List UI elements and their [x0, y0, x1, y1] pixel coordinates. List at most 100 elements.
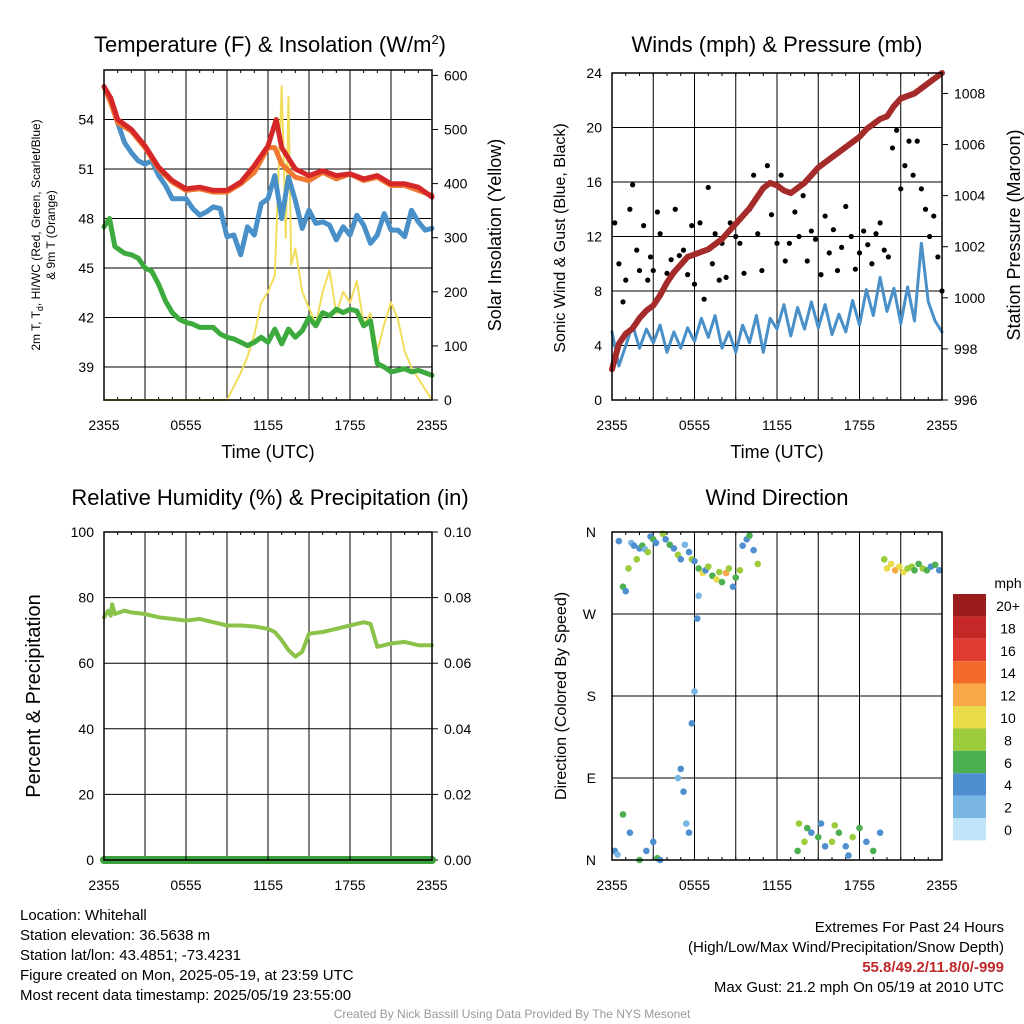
- gust-point: [910, 172, 916, 178]
- direction-point: [725, 565, 733, 572]
- y2-tick-label: 1000: [954, 290, 985, 306]
- direction-point: [677, 765, 685, 773]
- gust-point: [918, 186, 924, 192]
- extremes-title: Extremes For Past 24 Hours: [814, 919, 1004, 936]
- gust-point: [834, 267, 841, 274]
- gust-point: [818, 272, 824, 278]
- recent-text: Most recent data timestamp: 2025/05/19 2…: [20, 987, 352, 1004]
- gust-point: [804, 258, 810, 264]
- direction-point: [626, 829, 634, 836]
- gust-point: [927, 233, 933, 240]
- colorbar-label: 4: [1004, 777, 1012, 793]
- y-axis-label: 2m T, Td, HI/WC (Red, Green, Scarlet/Blu…: [29, 119, 58, 350]
- x-tick-label: 2355: [416, 417, 447, 433]
- direction-point: [695, 592, 702, 600]
- gust-point: [931, 213, 937, 219]
- temperature-chart: 39 42 45 48 51 54 0 100 200 300 400 500 600 2355 0555 1…: [29, 32, 505, 462]
- direction-point: [681, 541, 689, 549]
- direction-point: [652, 539, 660, 547]
- gust-point: [751, 172, 757, 178]
- x-tick-label: 2355: [926, 877, 957, 893]
- gust-point: [922, 206, 929, 212]
- y2-tick-label: 0.04: [444, 721, 471, 737]
- direction-point: [644, 548, 652, 556]
- gust-point: [873, 231, 879, 237]
- direction-point: [821, 843, 829, 850]
- gust-point: [881, 247, 887, 253]
- colorbar-label: 14: [1000, 665, 1016, 681]
- colorbar-swatch: [953, 750, 986, 774]
- gust-point: [782, 258, 788, 264]
- x-tick-label: 0555: [679, 417, 710, 433]
- direction-point: [856, 824, 863, 832]
- gust-point: [627, 206, 633, 212]
- colorbar-swatch: [953, 616, 986, 639]
- direction-point: [685, 548, 693, 556]
- y2-tick-label: 0.00: [444, 852, 471, 868]
- gust-point: [768, 212, 775, 218]
- direction-point: [817, 820, 825, 827]
- gust-point: [701, 296, 707, 302]
- colorbar-swatch: [953, 773, 986, 796]
- y-tick-label: S: [587, 688, 596, 704]
- title-end: ): [439, 32, 446, 57]
- created-text: Figure created on Mon, 2025-05-19, at 23…: [20, 967, 354, 984]
- y2-tick-label: 200: [444, 284, 468, 300]
- colorbar-swatch: [953, 728, 986, 751]
- temp-series-line: [101, 84, 435, 200]
- direction-point: [803, 824, 811, 832]
- y2-tick-label: 1004: [954, 188, 985, 204]
- colorbar-label: 20+: [996, 598, 1020, 614]
- direction-point: [630, 542, 638, 549]
- colorbar-title: mph: [994, 575, 1021, 591]
- y-tick-label: 45: [78, 260, 94, 276]
- gust-point: [778, 172, 784, 178]
- gust-point: [843, 203, 849, 210]
- y2-tick-label: 1008: [954, 85, 985, 101]
- y-tick-label: 60: [78, 655, 94, 671]
- colorbar-swatch: [953, 638, 986, 662]
- direction-point: [633, 556, 641, 563]
- max-gust-text: Max Gust: 21.2 mph On 05/19 at 2010 UTC: [713, 979, 1004, 996]
- direction-point: [814, 833, 822, 841]
- x-tick-label: 2355: [596, 417, 627, 433]
- y-tick-label: 40: [78, 721, 94, 737]
- gust-point: [664, 270, 670, 276]
- temp-series-line: [103, 85, 433, 401]
- extremes-values: 55.8/49.2/11.8/0/-999: [862, 959, 1004, 976]
- gust-point: [808, 228, 814, 234]
- gust-point: [830, 227, 836, 233]
- gust-point: [822, 213, 828, 219]
- y-label-line: & 9m T (Orange): [44, 190, 58, 280]
- gust-point: [902, 163, 908, 169]
- gust-point: [848, 233, 854, 240]
- direction-point: [746, 532, 753, 539]
- y-tick-label: 100: [71, 524, 95, 540]
- direction-point: [732, 574, 740, 581]
- x-tick-label: 2355: [88, 417, 119, 433]
- direction-point: [828, 838, 836, 846]
- chart-title: Wind Direction: [705, 485, 848, 510]
- y-label-line: , HI/WC (Red, Green, Scarlet/Blue): [29, 119, 43, 306]
- title-main: Temperature (F) & Insolation (W/m: [94, 32, 431, 57]
- latlon-text: Station lat/lon: 43.4851; -73.4231: [20, 947, 242, 964]
- direction-point: [614, 851, 621, 858]
- direction-point: [682, 820, 690, 827]
- direction-point: [729, 583, 737, 590]
- direction-point: [794, 847, 801, 855]
- direction-point: [619, 811, 627, 818]
- gust-point: [759, 267, 765, 274]
- gust-point: [741, 270, 747, 276]
- gust-point: [889, 145, 896, 151]
- gust-point: [906, 138, 912, 144]
- x-tick-label: 0555: [170, 877, 201, 893]
- direction-point: [615, 537, 623, 545]
- y2-tick-label: 0.02: [444, 786, 471, 802]
- direction-point: [691, 688, 698, 695]
- gust-point: [894, 127, 900, 133]
- direction-point: [915, 560, 922, 568]
- colorbar-label: 8: [1004, 732, 1012, 748]
- y-tick-label: E: [587, 770, 596, 786]
- direction-point: [842, 843, 850, 850]
